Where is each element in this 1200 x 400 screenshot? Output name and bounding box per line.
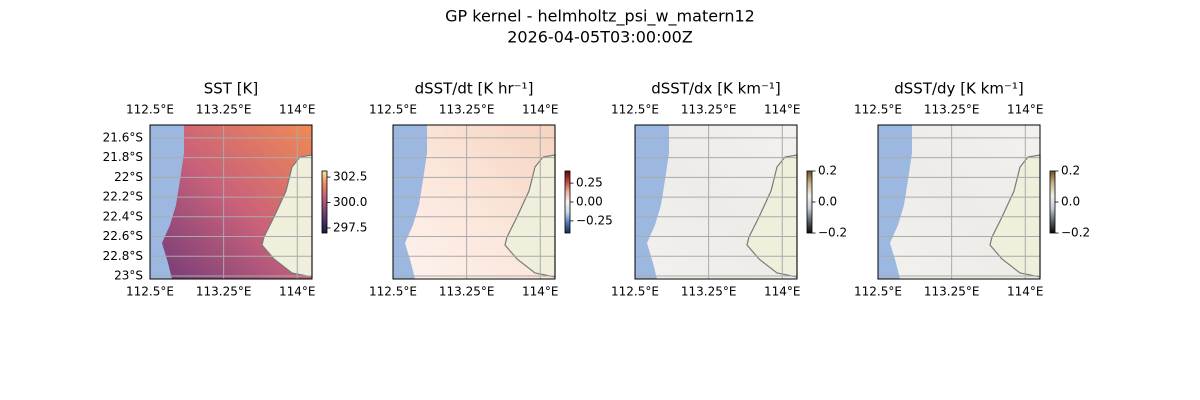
y-tick-label: 22.2°S: [103, 190, 143, 204]
axes-frame: [149, 124, 313, 280]
x-tick-label-top: 113.25°E: [924, 103, 980, 117]
colorbar-tick-label: 0.25: [576, 176, 603, 190]
ocean-mask: [635, 125, 669, 279]
x-tick-label-top: 113.25°E: [681, 103, 737, 117]
x-tick-label-bottom: 113.25°E: [924, 285, 980, 299]
colorbar: [321, 170, 328, 234]
x-tick-label-bottom: 113.25°E: [439, 285, 495, 299]
x-tick-label-bottom: 114°E: [522, 285, 559, 299]
y-tick-label: 22.4°S: [103, 209, 143, 223]
x-tick-label-bottom: 112.5°E: [854, 285, 902, 299]
x-tick-label-bottom: 114°E: [764, 285, 801, 299]
x-tick-label-top: 113.25°E: [196, 103, 252, 117]
x-tick-label-top: 112.5°E: [611, 103, 659, 117]
y-tick-label: 22°S: [114, 170, 143, 184]
map-panel: [392, 125, 556, 279]
x-tick-label-top: 112.5°E: [854, 103, 902, 117]
x-tick-label-top: 114°E: [1007, 103, 1044, 117]
ocean-mask: [393, 125, 427, 279]
panel-title: dSST/dx [K km⁻¹]: [651, 80, 781, 98]
axes-frame: [634, 124, 798, 280]
colorbar: [1049, 170, 1056, 234]
colorbar-tick-label: 300.0: [333, 195, 367, 209]
y-tick-label: 22.8°S: [103, 249, 143, 263]
y-tick-label: 22.6°S: [103, 229, 143, 243]
map-panel: [877, 125, 1041, 279]
figure-subtitle: 2026-04-05T03:00:00Z: [507, 28, 693, 47]
x-tick-label-bottom: 112.5°E: [126, 285, 174, 299]
x-tick-label-top: 114°E: [522, 103, 559, 117]
colorbar: [564, 170, 571, 234]
map-panel: [149, 125, 313, 279]
x-tick-label-bottom: 113.25°E: [196, 285, 252, 299]
x-tick-label-bottom: 112.5°E: [369, 285, 417, 299]
colorbar-tick-label: 0.2: [1061, 164, 1080, 178]
axes-frame: [877, 124, 1041, 280]
y-tick-label: 21.6°S: [103, 130, 143, 144]
panel-title: SST [K]: [204, 80, 259, 98]
colorbar-tick-label: 0.0: [1061, 195, 1080, 209]
x-tick-label-bottom: 112.5°E: [611, 285, 659, 299]
y-tick-label: 23°S: [114, 269, 143, 283]
x-tick-label-top: 114°E: [279, 103, 316, 117]
figure-title: GP kernel - helmholtz_psi_w_matern12: [445, 7, 755, 27]
colorbar-tick-label: −0.2: [1061, 226, 1090, 240]
x-tick-label-top: 112.5°E: [126, 103, 174, 117]
ocean-mask: [878, 125, 912, 279]
colorbar-tick-label: −0.2: [818, 226, 847, 240]
colorbar-tick-label: 0.0: [818, 195, 837, 209]
colorbar: [806, 170, 813, 234]
colorbar-tick-label: 0.00: [576, 195, 603, 209]
y-tick-label: 21.8°S: [103, 150, 143, 164]
x-tick-label-top: 113.25°E: [439, 103, 495, 117]
axes-frame: [392, 124, 556, 280]
x-tick-label-bottom: 114°E: [279, 285, 316, 299]
map-panel: [634, 125, 798, 279]
x-tick-label-top: 114°E: [764, 103, 801, 117]
colorbar-tick-label: 0.2: [818, 164, 837, 178]
colorbar-tick-label: −0.25: [576, 213, 613, 227]
panel-title: dSST/dy [K km⁻¹]: [894, 80, 1024, 98]
ocean-mask: [150, 125, 184, 279]
x-tick-label-bottom: 113.25°E: [681, 285, 737, 299]
colorbar-tick-label: 302.5: [333, 170, 367, 184]
x-tick-label-top: 112.5°E: [369, 103, 417, 117]
colorbar-tick-label: 297.5: [333, 220, 367, 234]
x-tick-label-bottom: 114°E: [1007, 285, 1044, 299]
panel-title: dSST/dt [K hr⁻¹]: [415, 80, 534, 98]
